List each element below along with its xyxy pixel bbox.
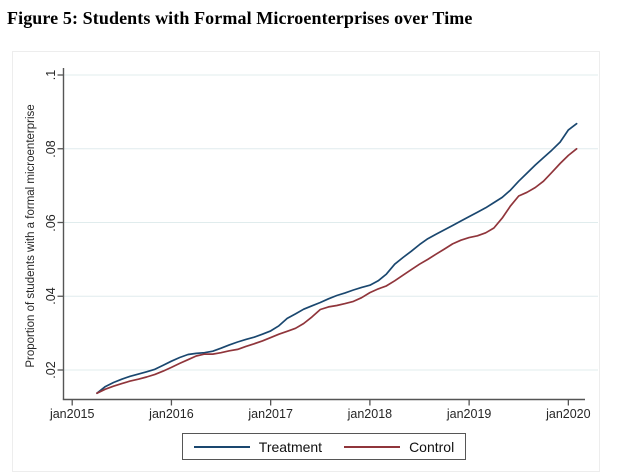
control-line-swatch-icon (344, 445, 401, 448)
legend-item-control: Control (344, 439, 454, 455)
legend-label-treatment: Treatment (258, 438, 323, 455)
x-tick-label: jan2016 (149, 407, 194, 421)
y-tick-label: .04 (44, 287, 58, 305)
y-tick-label: .02 (44, 361, 58, 379)
legend-item-treatment: Treatment (193, 438, 323, 455)
legend-label-control: Control (409, 438, 455, 455)
treatment-line (96, 122, 578, 395)
legend: Treatment Control (182, 433, 466, 460)
x-tick-label: jan2020 (546, 407, 591, 421)
figure-title: Figure 5: Students with Formal Microente… (7, 8, 473, 28)
x-tick-label: jan2019 (446, 407, 492, 421)
x-tick-label: jan2015 (49, 407, 95, 421)
treatment-line-swatch-icon (193, 445, 250, 448)
y-tick-label: .1 (44, 69, 58, 81)
y-tick-label: .06 (44, 213, 58, 232)
graph-region-border (12, 51, 600, 472)
y-tick-label: .08 (44, 140, 58, 158)
control-line (96, 147, 578, 395)
x-tick-label: jan2017 (248, 407, 293, 421)
y-axis-title: Proportion of students with a formal mic… (25, 104, 37, 368)
x-tick-label: jan2018 (347, 407, 393, 421)
